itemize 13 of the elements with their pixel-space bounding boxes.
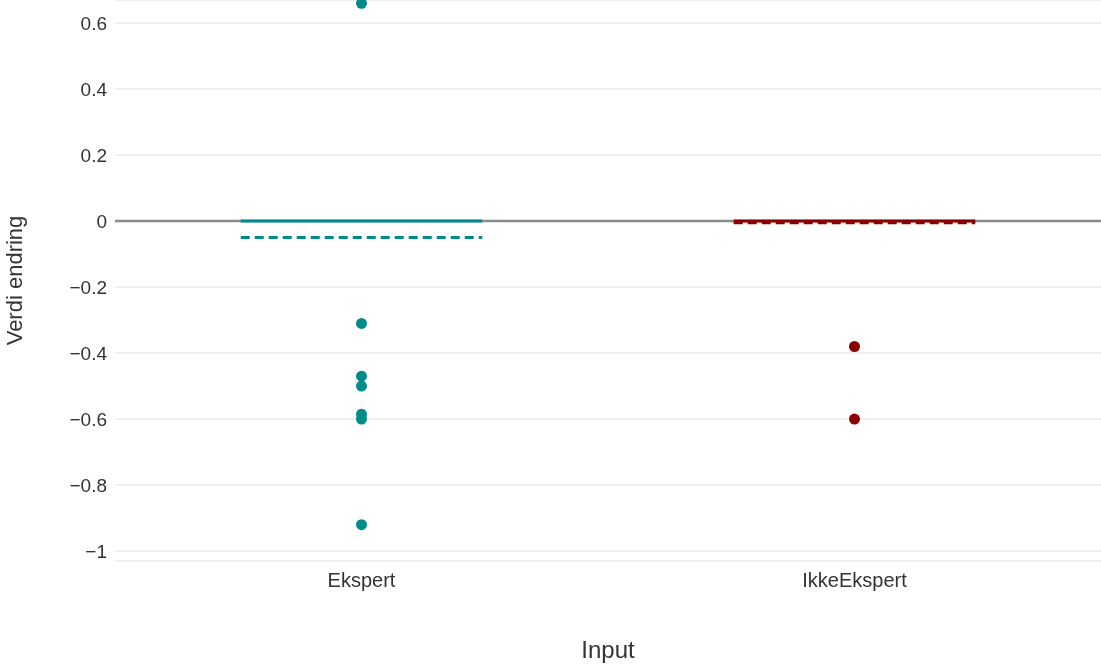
x-tick-label: IkkeEkspert xyxy=(802,569,908,592)
y-tick-label: −0.8 xyxy=(69,474,107,496)
x-tick-label: Ekspert xyxy=(327,569,396,592)
y-tick-label: −0.4 xyxy=(69,342,108,364)
y-tick-label: −0.2 xyxy=(69,276,107,298)
y-tick-label: −1 xyxy=(85,540,107,562)
y-axis-title: Verdi endring xyxy=(1,215,27,346)
y-tick-label: 0.6 xyxy=(80,12,107,34)
y-tick-label: −0.6 xyxy=(69,408,107,430)
y-tick-label: 0 xyxy=(96,210,107,232)
y-tick-label: 0.4 xyxy=(80,78,108,100)
y-tick-label: 0.2 xyxy=(80,144,107,166)
x-axis-title: Input xyxy=(581,636,636,663)
